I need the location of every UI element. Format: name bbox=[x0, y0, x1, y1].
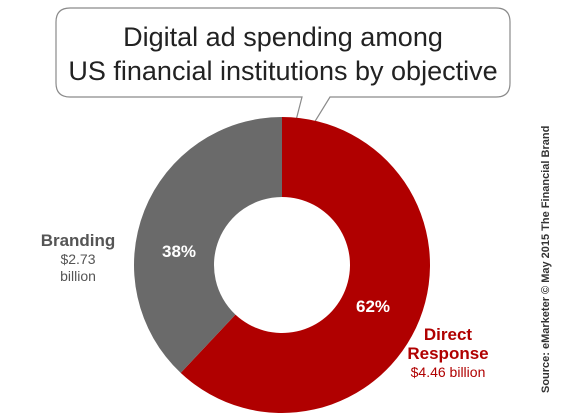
pct-label-direct-response: 62% bbox=[356, 297, 390, 316]
slice-branding bbox=[133, 117, 282, 373]
chart-title-line-1: Digital ad spending among bbox=[123, 22, 443, 52]
label-direct-response-line-1: Direct bbox=[424, 325, 473, 344]
source-note: Source: eMarketer © May 2015 The Financi… bbox=[540, 126, 552, 393]
label-direct-response-line-2: Response bbox=[407, 344, 488, 363]
pct-label-branding: 38% bbox=[162, 242, 196, 261]
value-branding-line-1: $2.73 bbox=[60, 251, 95, 267]
chart-title-line-2: US financial institutions by objective bbox=[68, 56, 497, 86]
donut-slices bbox=[133, 117, 430, 414]
slice-direct-response bbox=[180, 117, 430, 414]
value-direct-response: $4.46 billion bbox=[411, 364, 486, 380]
label-branding: Branding bbox=[41, 231, 116, 250]
value-branding-line-2: billion bbox=[60, 268, 96, 284]
